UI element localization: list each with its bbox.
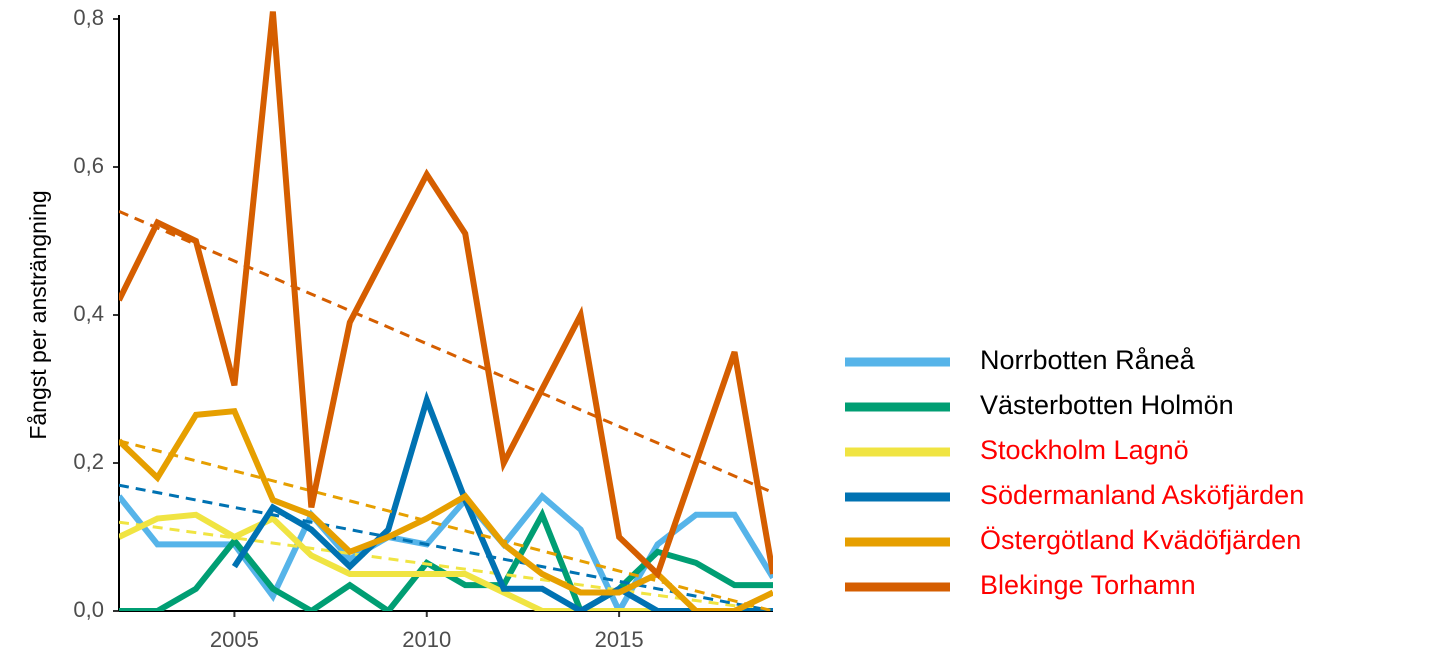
legend-label: Norrbotten Råneå [980,345,1196,375]
y-tick-label: 0,6 [73,153,104,178]
y-tick-label: 0,2 [73,449,104,474]
x-tick-label: 2015 [595,627,644,652]
series-line [119,511,773,611]
x-tick-label: 2005 [210,627,259,652]
series-line [231,390,773,611]
trend-line [119,483,773,611]
y-tick-label: 0,4 [73,301,104,326]
series-line [119,408,773,611]
legend-label: Blekinge Torhamn [980,570,1196,600]
trend-line [119,520,773,611]
y-axis-label: Fångst per ansträngning [25,190,51,439]
legend-label: Stockholm Lagnö [980,435,1189,465]
x-tick-label: 2010 [402,627,451,652]
y-tick-label: 0,0 [73,597,104,622]
legend-label: Södermanland Asköfjärden [980,480,1304,510]
y-tick-label: 0,8 [73,5,104,30]
series-line [119,11,773,580]
trend-line [119,439,773,611]
legend-label: Östergötland Kvädöfjärden [980,525,1301,555]
legend-label: Västerbotten Holmön [980,390,1234,420]
